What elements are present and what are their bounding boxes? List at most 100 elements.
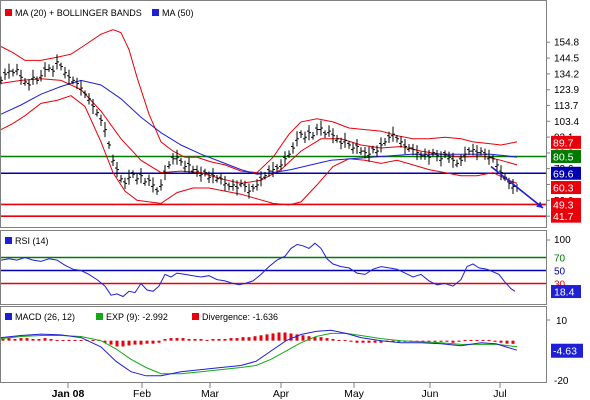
legend-swatch-divergence <box>192 313 199 320</box>
rsi-value-label: 18.4 <box>554 287 575 299</box>
rsi-ref-label: 50 <box>554 267 566 278</box>
divergence-bar <box>397 340 401 342</box>
price-value-badge <box>551 197 581 211</box>
price-value-label: 41.7 <box>553 211 574 223</box>
price-value-badge <box>551 181 581 195</box>
divergence-bar <box>169 338 173 341</box>
legend-swatch-signal <box>96 313 103 320</box>
divergence-bar <box>139 340 143 345</box>
divergence-bar <box>325 338 329 341</box>
price-y-tick-label: 134.2 <box>554 69 579 80</box>
rsi-panel-frame <box>0 230 547 305</box>
divergence-bar <box>205 339 209 341</box>
divergence-bar <box>307 336 311 341</box>
price-panel: 154.8144.5134.2123.9113.7103.493.182.872… <box>0 29 581 223</box>
divergence-bar <box>355 340 359 343</box>
divergence-bar <box>133 340 137 345</box>
price-panel-frame <box>0 0 547 228</box>
macd-panel: 10 -20 -4.63 <box>0 316 583 387</box>
legend-label-bollinger: MA (20) + BOLLINGER BANDS <box>15 8 142 18</box>
price-value-label: 49.3 <box>553 199 574 211</box>
divergence-bar <box>229 338 233 341</box>
divergence-bar <box>439 340 443 342</box>
divergence-bar <box>505 340 509 344</box>
divergence-bar <box>211 339 215 341</box>
rsi-ref-label: 30 <box>554 280 566 291</box>
divergence-bar <box>61 339 65 341</box>
divergence-bar <box>361 340 365 343</box>
divergence-bar <box>7 338 11 341</box>
rsi-ref-label: 70 <box>554 254 566 265</box>
divergence-bar <box>343 339 347 341</box>
divergence-bar <box>469 339 473 341</box>
price-value-badge <box>551 166 581 180</box>
divergence-bar <box>259 335 263 341</box>
divergence-bar <box>313 337 317 341</box>
divergence-bar <box>379 340 383 343</box>
legend-swatch-bollinger <box>5 9 12 16</box>
divergence-bar <box>301 335 305 341</box>
macd-value-badge <box>551 343 583 358</box>
rsi-value-badge <box>551 285 581 299</box>
divergence-bar <box>19 338 23 341</box>
x-axis-label: Jul <box>493 388 506 400</box>
divergence-bar <box>295 334 299 341</box>
price-value-badge <box>551 209 581 223</box>
macd-panel-frame <box>0 306 547 383</box>
rsi-y-tick-label: 100 <box>554 235 571 246</box>
divergence-bar <box>49 339 53 341</box>
divergence-bar <box>331 339 335 341</box>
divergence-bar <box>247 337 251 341</box>
legend-swatch-ma50 <box>152 9 159 16</box>
divergence-bar <box>127 340 131 346</box>
divergence-bar <box>373 340 377 343</box>
divergence-bar <box>487 339 491 341</box>
price-value-badge <box>551 135 581 149</box>
legend-swatch-rsi <box>5 237 12 244</box>
x-axis-label: Mar <box>201 388 220 400</box>
divergence-bar <box>241 337 245 341</box>
divergence-bar <box>115 340 119 347</box>
price-y-tick-label: 123.9 <box>554 85 579 96</box>
divergence-bar <box>109 340 113 345</box>
divergence-bar <box>193 339 197 341</box>
divergence-bar <box>253 336 257 341</box>
signal-line <box>0 332 518 375</box>
divergence-bar <box>289 333 293 341</box>
divergence-bar <box>163 339 167 341</box>
price-value-label: 69.6 <box>553 168 574 180</box>
bollinger-upper-line <box>0 29 518 174</box>
price-value-label: 60.3 <box>553 183 574 195</box>
divergence-bar <box>451 340 455 343</box>
x-axis-label: Jan 08 <box>52 388 85 400</box>
legend-label-ma50: MA (50) <box>162 8 194 18</box>
legend-label-divergence: Divergence: -1.636 <box>202 312 278 322</box>
price-y-tick-label: 154.8 <box>554 38 579 49</box>
trend-arrow-head <box>536 201 543 209</box>
divergence-bar <box>91 339 95 341</box>
divergence-bar <box>463 339 467 341</box>
divergence-bar <box>277 332 281 341</box>
x-axis: Jan 08 Feb Mar Apr May Jun Jul <box>52 383 507 400</box>
price-value-label: 80.5 <box>553 151 574 163</box>
divergence-bar <box>43 338 47 341</box>
macd-line <box>0 329 518 377</box>
divergence-bar <box>493 340 497 342</box>
price-y-tick-label: 113.7 <box>554 101 579 112</box>
divergence-bar <box>121 340 125 347</box>
divergence-bar <box>199 339 203 341</box>
divergence-bar <box>79 339 83 341</box>
divergence-bar <box>103 340 107 343</box>
divergence-bar <box>151 340 155 344</box>
trend-arrow-line <box>490 165 544 209</box>
divergence-bar <box>73 339 77 341</box>
divergence-bar <box>445 340 449 342</box>
macd-value-label: -4.63 <box>553 346 577 358</box>
divergence-bar <box>175 338 179 341</box>
legend-label-rsi: RSI (14) <box>15 236 49 246</box>
divergence-bar <box>271 333 275 341</box>
divergence-bar <box>145 340 149 344</box>
